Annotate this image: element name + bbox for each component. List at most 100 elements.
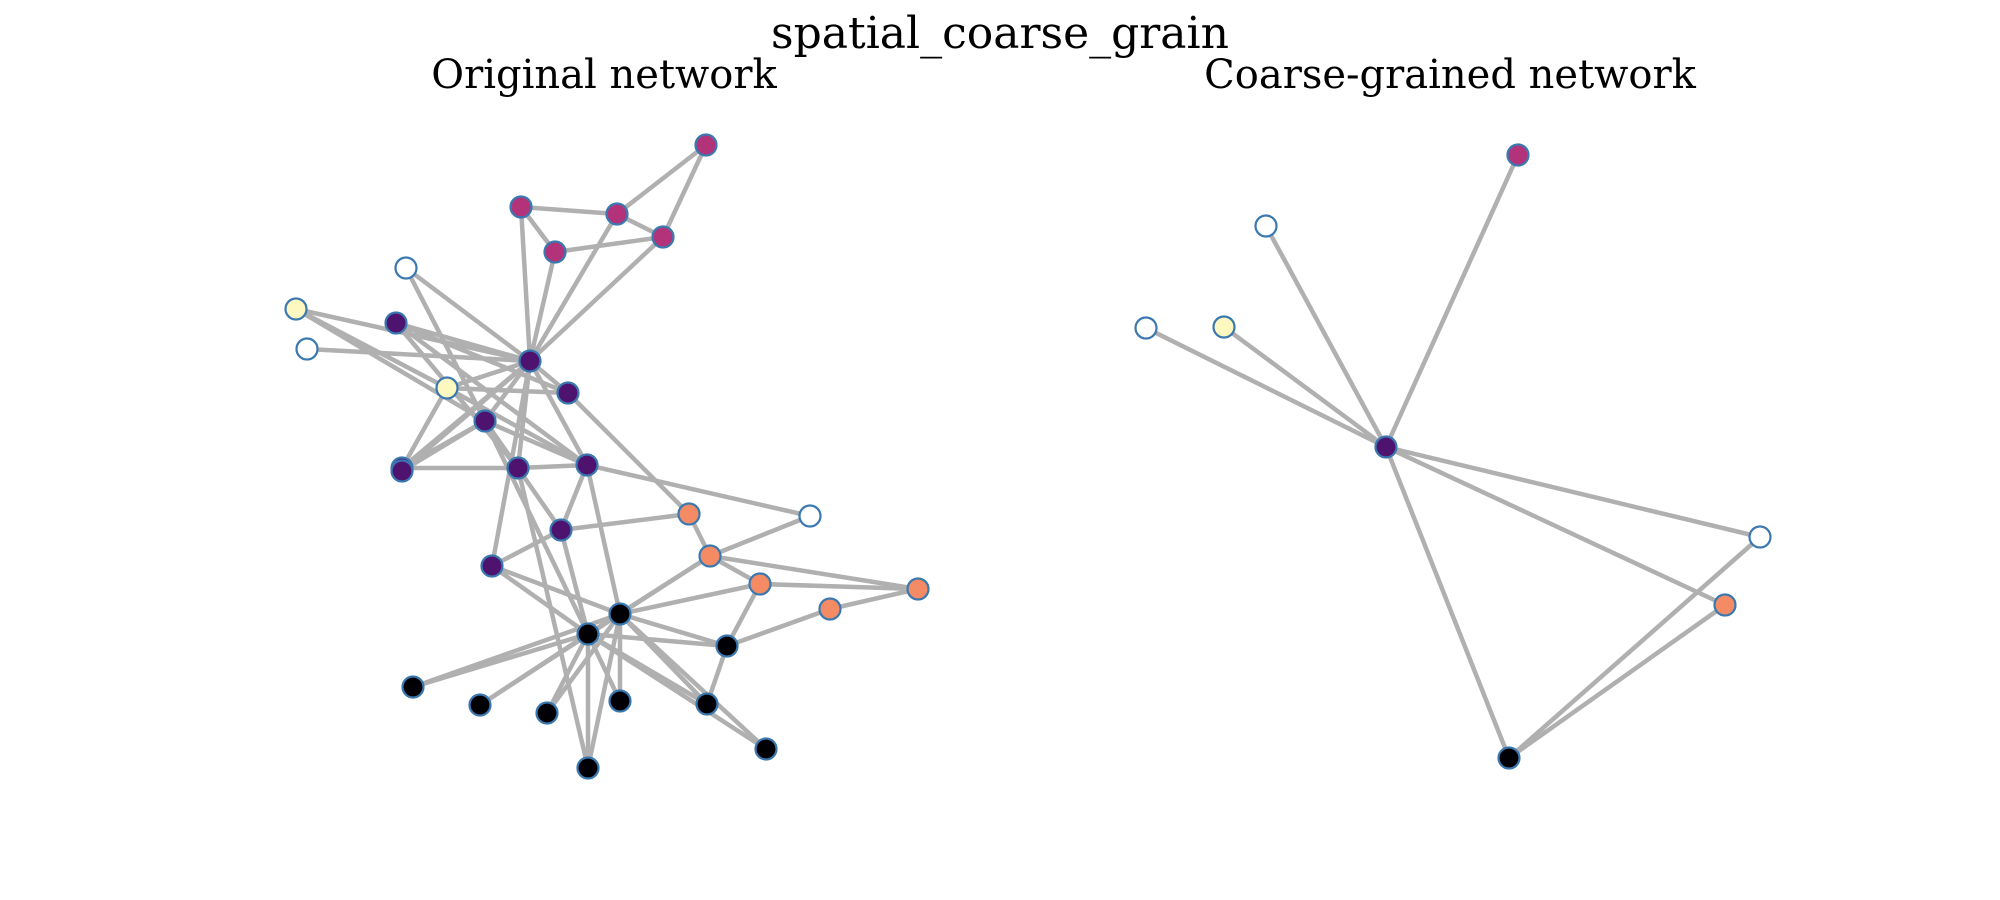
original-node-purple [556, 381, 580, 405]
original-node-magenta [694, 133, 718, 157]
original-edge [558, 529, 591, 635]
panel-title-coarse: Coarse-grained network [1204, 52, 1696, 98]
original-node-purple [549, 518, 573, 542]
original-node-black [608, 689, 632, 713]
original-edge [395, 320, 531, 364]
original-edge [528, 235, 665, 363]
original-node-black [695, 692, 719, 716]
original-node-purple [390, 459, 414, 483]
original-edge [558, 464, 590, 531]
original-node-black [754, 737, 778, 761]
original-edge [490, 528, 563, 568]
original-edge [726, 606, 831, 649]
original-node-orange [748, 572, 772, 596]
original-node-black [576, 622, 600, 646]
original-network-panel [284, 133, 930, 780]
original-edge [484, 418, 588, 468]
original-edge [446, 385, 569, 396]
original-edge [412, 631, 589, 690]
original-edge [586, 632, 768, 751]
figure-title: spatial_coarse_grain [771, 8, 1229, 59]
original-edge [528, 212, 619, 363]
original-edge [615, 143, 708, 216]
coarse-node-white [1254, 214, 1278, 238]
original-node-magenta [509, 195, 533, 219]
coarse-node-orange [1713, 593, 1737, 617]
original-node-magenta [651, 225, 675, 249]
original-edge [478, 632, 590, 707]
original-edge [619, 581, 761, 617]
original-edge [586, 554, 712, 636]
coarse-node-purple [1374, 435, 1398, 459]
original-edge [528, 359, 589, 467]
original-edge [491, 563, 621, 617]
original-edge [482, 420, 591, 635]
original-node-purple [384, 311, 408, 335]
coarse-network-panel [1134, 143, 1772, 770]
coarse-node-black [1497, 746, 1521, 770]
coarse-node-white [1748, 525, 1772, 549]
original-edge [709, 553, 919, 592]
coarse-edge [1383, 154, 1521, 448]
original-node-magenta [605, 202, 629, 226]
original-edge [660, 144, 709, 238]
original-edges [294, 143, 919, 769]
coarse-node-magenta [1506, 143, 1530, 167]
original-edge [584, 464, 623, 615]
original-node-orange [906, 577, 930, 601]
original-edge [294, 307, 487, 423]
original-node-black [715, 634, 739, 658]
original-edge [829, 586, 919, 612]
original-edge [554, 234, 664, 255]
original-nodes [284, 133, 930, 780]
original-edge [725, 582, 762, 648]
original-node-black [608, 602, 632, 626]
original-edge [585, 633, 623, 702]
coarse-edges [1145, 154, 1762, 760]
original-edge [404, 266, 532, 363]
original-edge [306, 346, 531, 364]
original-node-black [401, 675, 425, 699]
original-node-orange [677, 502, 701, 526]
original-edge [490, 564, 590, 636]
original-edge [515, 467, 591, 769]
original-node-orange [698, 544, 722, 568]
coarse-edge [1507, 603, 1727, 760]
coarse-edge [1145, 325, 1387, 450]
coarse-node-cream [1212, 315, 1236, 339]
original-edge [586, 462, 811, 519]
original-edge [520, 204, 618, 217]
original-node-orange [818, 597, 842, 621]
original-edge [446, 358, 531, 391]
original-node-purple [575, 453, 599, 477]
original-node-purple [473, 409, 497, 433]
original-node-white [798, 504, 822, 528]
coarse-node-white [1134, 316, 1158, 340]
original-node-purple [480, 554, 504, 578]
coarse-edge [1264, 224, 1388, 449]
original-node-black [468, 693, 492, 717]
original-node-cream [284, 297, 308, 321]
original-node-black [576, 756, 600, 780]
original-edge [527, 251, 558, 362]
coarse-edge [1222, 325, 1388, 449]
original-edge [518, 206, 533, 362]
original-edge [759, 581, 919, 592]
original-node-black [535, 701, 559, 725]
panel-title-original: Original network [431, 52, 777, 98]
original-node-white [295, 337, 319, 361]
coarse-edge [1383, 446, 1512, 759]
coarse-edge [1385, 444, 1726, 608]
original-node-cream [435, 376, 459, 400]
original-edge [400, 419, 487, 473]
original-edge [560, 511, 690, 533]
original-edge [618, 612, 768, 751]
original-edge [400, 359, 532, 473]
original-edge [400, 386, 449, 470]
coarse-nodes [1134, 143, 1772, 770]
original-edge [545, 612, 622, 715]
original-edge [709, 513, 811, 559]
original-node-purple [506, 456, 530, 480]
original-node-magenta [543, 240, 567, 264]
